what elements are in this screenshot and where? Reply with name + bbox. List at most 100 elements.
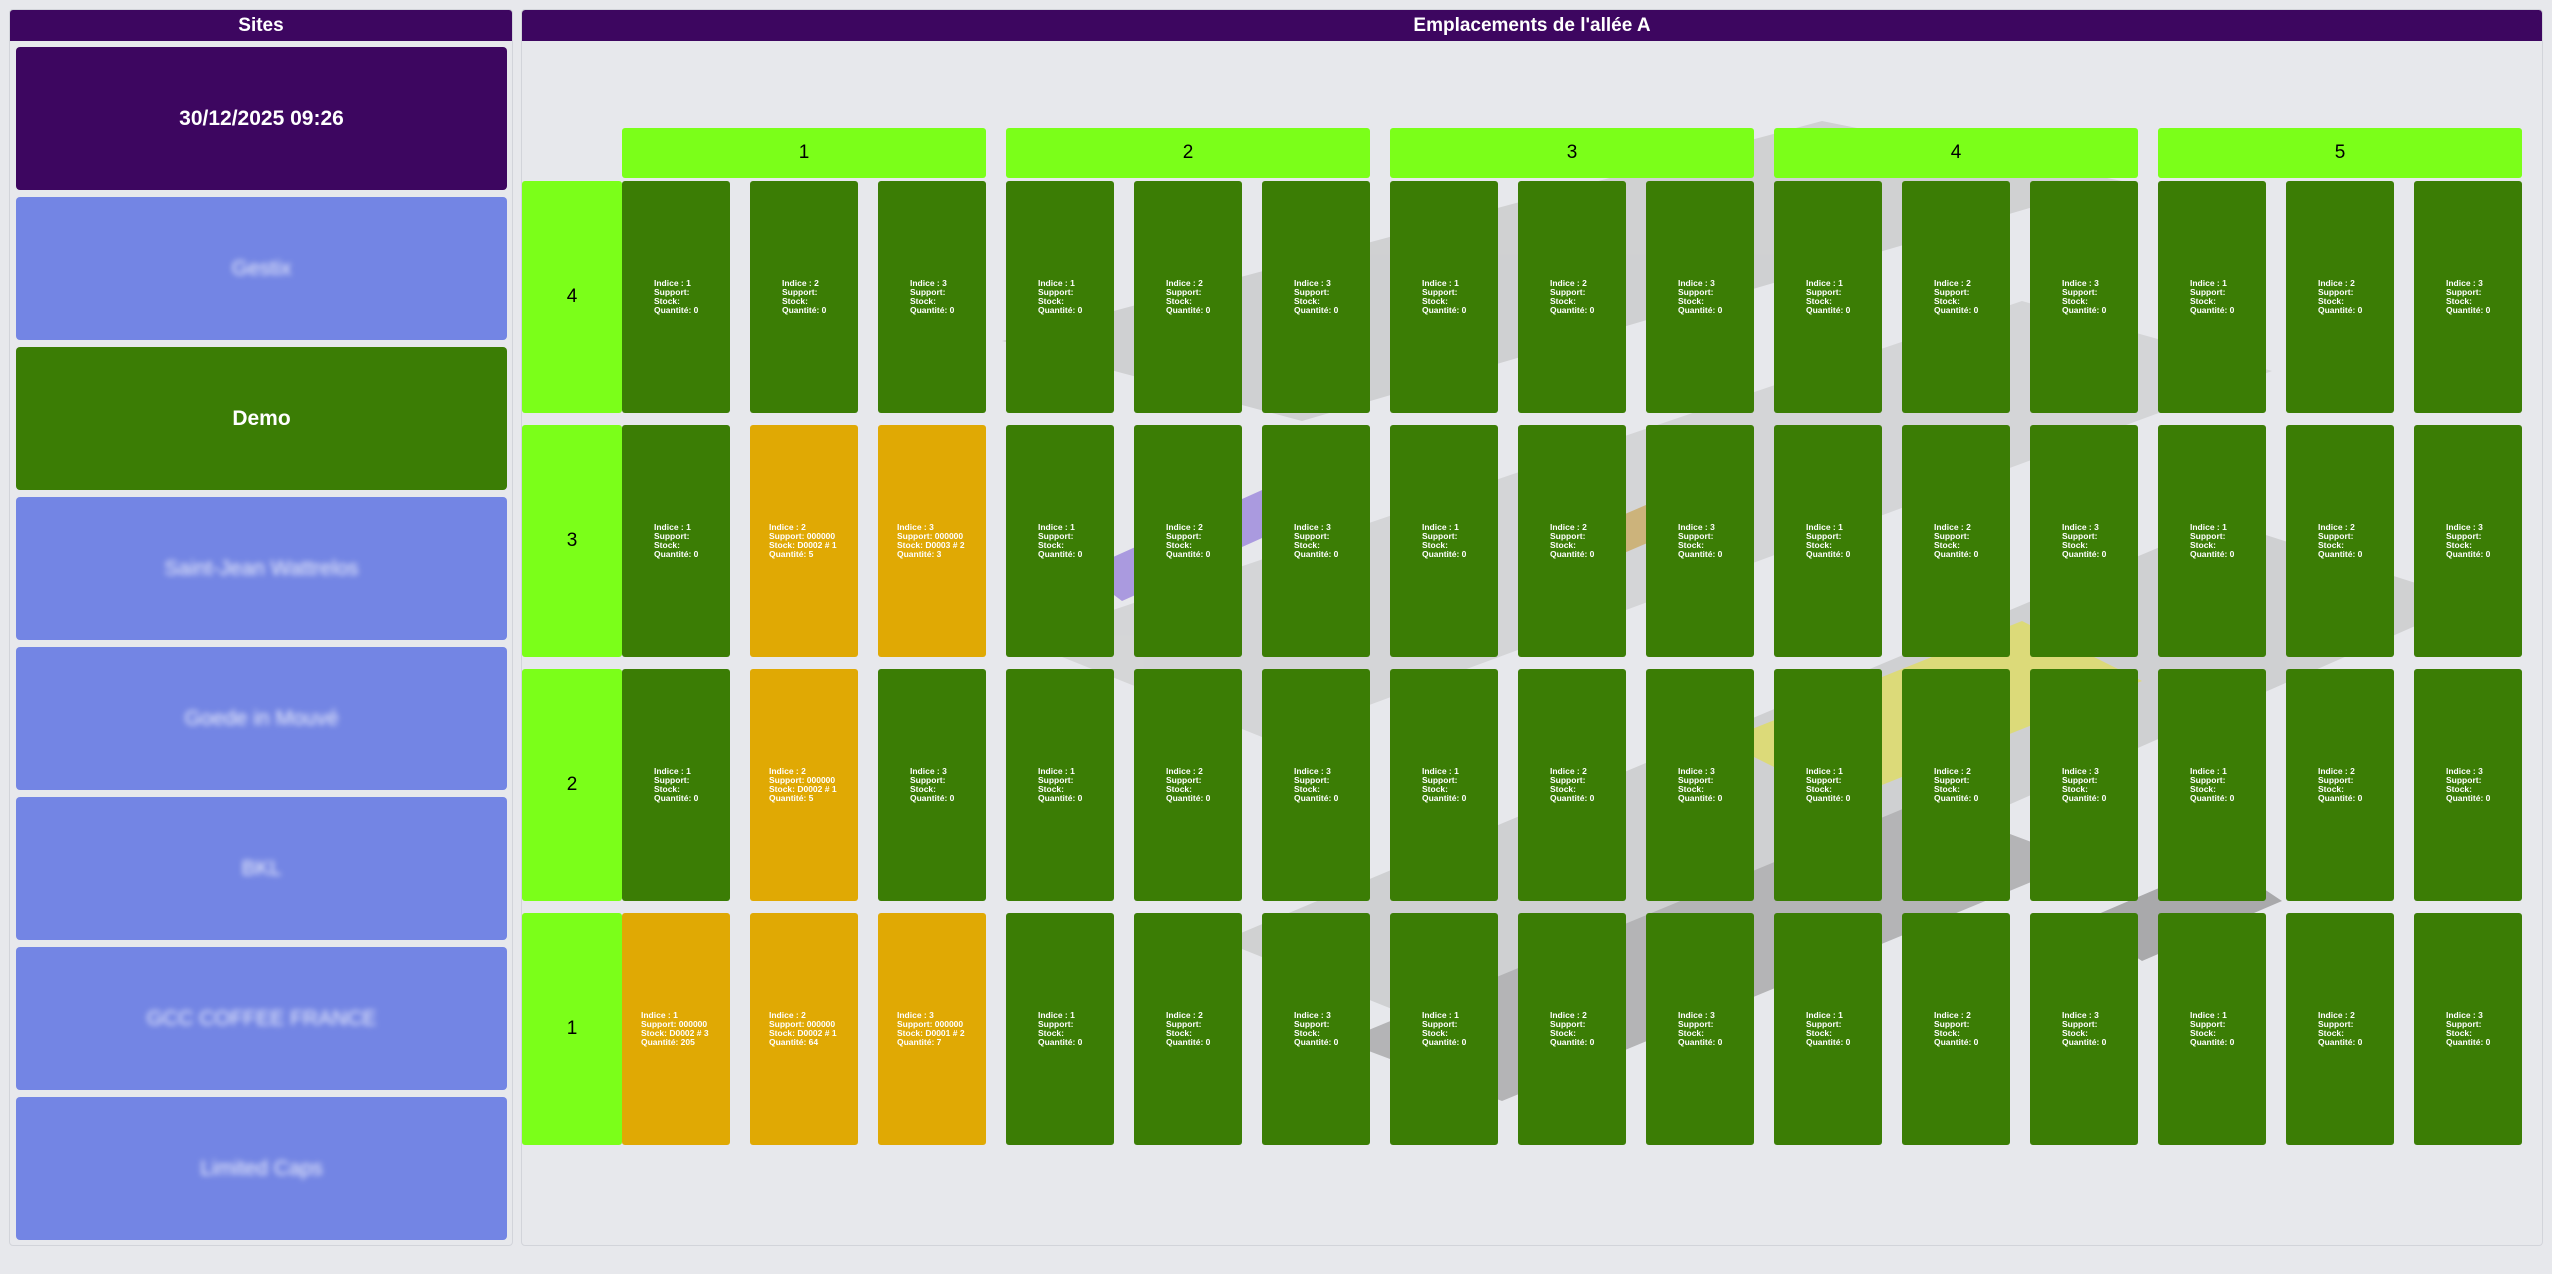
cell-index: Indice : 2 bbox=[1934, 766, 1971, 776]
location-cell[interactable]: Indice : 2 Support: Stock: Quantité: 0 bbox=[2286, 913, 2394, 1145]
location-cell[interactable]: Indice : 1 Support: Stock: Quantité: 0 bbox=[1390, 181, 1498, 413]
cell-support: Support: bbox=[2190, 775, 2226, 785]
location-cell[interactable]: Indice : 3 Support: Stock: Quantité: 0 bbox=[878, 181, 986, 413]
location-cell[interactable]: Indice : 3 Support: Stock: Quantité: 0 bbox=[2030, 913, 2138, 1145]
location-cell[interactable]: Indice : 2 Support: 000000 Stock: D0002 # … bbox=[750, 913, 858, 1145]
location-cell[interactable]: Indice : 2 Support: Stock: Quantité: 0 bbox=[1902, 669, 2010, 901]
location-cell[interactable]: Indice : 1 Support: 000000 Stock: D0002 # … bbox=[622, 913, 730, 1145]
location-cell[interactable]: Indice : 3 Support: Stock: Quantité: 0 bbox=[1646, 425, 1754, 657]
location-cell[interactable]: Indice : 2 Support: Stock: Quantité: 0 bbox=[1518, 913, 1626, 1145]
cell-support: Support: bbox=[1806, 1019, 1842, 1029]
location-cell[interactable]: Indice : 2 Support: Stock: Quantité: 0 bbox=[750, 181, 858, 413]
location-cell[interactable]: Indice : 2 Support: Stock: Quantité: 0 bbox=[1518, 669, 1626, 901]
cell-index: Indice : 1 bbox=[1806, 522, 1843, 532]
cell-support: Support: bbox=[654, 287, 690, 297]
column-header: 1 bbox=[622, 128, 986, 178]
cell-quantity: Quantité: 0 bbox=[2062, 1037, 2107, 1047]
location-cell[interactable]: Indice : 3 Support: Stock: Quantité: 0 bbox=[878, 669, 986, 901]
location-cell[interactable]: Indice : 1 Support: Stock: Quantité: 0 bbox=[1774, 913, 1882, 1145]
site-tile[interactable]: Gestix bbox=[16, 197, 507, 340]
location-cell[interactable]: Indice : 3 Support: 000000 Stock: D0003 # … bbox=[878, 425, 986, 657]
cell-support: Support: bbox=[1678, 287, 1714, 297]
location-cell[interactable]: Indice : 2 Support: Stock: Quantité: 0 bbox=[2286, 181, 2394, 413]
cell-quantity: Quantité: 0 bbox=[1550, 793, 1595, 803]
location-cell[interactable]: Indice : 3 Support: Stock: Quantité: 0 bbox=[2414, 913, 2522, 1145]
cell-index: Indice : 1 bbox=[2190, 522, 2227, 532]
location-cell[interactable]: Indice : 2 Support: 000000 Stock: D0002 # … bbox=[750, 669, 858, 901]
location-cell[interactable]: Indice : 1 Support: Stock: Quantité: 0 bbox=[622, 181, 730, 413]
cell-quantity: Quantité: 0 bbox=[2446, 305, 2491, 315]
location-cell[interactable]: Indice : 1 Support: Stock: Quantité: 0 bbox=[1006, 425, 1114, 657]
cell-stock: Stock: bbox=[1038, 1028, 1064, 1038]
cell-stock: Stock: bbox=[2062, 296, 2088, 306]
location-cell[interactable]: Indice : 3 Support: Stock: Quantité: 0 bbox=[1262, 913, 1370, 1145]
cell-support: Support: 000000 bbox=[897, 1019, 964, 1029]
cell-index: Indice : 3 bbox=[2062, 278, 2099, 288]
location-cell[interactable]: Indice : 1 Support: Stock: Quantité: 0 bbox=[1006, 913, 1114, 1145]
site-tile[interactable]: BKL bbox=[16, 797, 507, 940]
cell-stock: Stock: bbox=[654, 296, 680, 306]
cell-stock: Stock: D0002 # 1 bbox=[769, 540, 837, 550]
cell-quantity: Quantité: 0 bbox=[1806, 793, 1851, 803]
location-cell[interactable]: Indice : 1 Support: Stock: Quantité: 0 bbox=[2158, 669, 2266, 901]
location-cell[interactable]: Indice : 1 Support: Stock: Quantité: 0 bbox=[2158, 181, 2266, 413]
location-cell[interactable]: Indice : 2 Support: Stock: Quantité: 0 bbox=[2286, 669, 2394, 901]
cell-quantity: Quantité: 0 bbox=[2446, 549, 2491, 559]
location-cell[interactable]: Indice : 2 Support: Stock: Quantité: 0 bbox=[1134, 913, 1242, 1145]
location-cell[interactable]: Indice : 2 Support: Stock: Quantité: 0 bbox=[1134, 669, 1242, 901]
column-header: 2 bbox=[1006, 128, 1370, 178]
cell-stock: Stock: bbox=[2190, 296, 2216, 306]
site-tile[interactable]: GCC COFFEE FRANCE bbox=[16, 947, 507, 1090]
location-cell[interactable]: Indice : 2 Support: 000000 Stock: D0002 # … bbox=[750, 425, 858, 657]
location-cell[interactable]: Indice : 2 Support: Stock: Quantité: 0 bbox=[1134, 425, 1242, 657]
site-tile[interactable]: Limited Caps bbox=[16, 1097, 507, 1240]
cell-support: Support: bbox=[1422, 775, 1458, 785]
location-cell[interactable]: Indice : 2 Support: Stock: Quantité: 0 bbox=[1134, 181, 1242, 413]
site-tile[interactable]: Demo bbox=[16, 347, 507, 490]
location-cell[interactable]: Indice : 2 Support: Stock: Quantité: 0 bbox=[1518, 425, 1626, 657]
cell-quantity: Quantité: 0 bbox=[1678, 305, 1723, 315]
site-tile[interactable]: Goede in Mouvé bbox=[16, 647, 507, 790]
location-cell[interactable]: Indice : 2 Support: Stock: Quantité: 0 bbox=[1902, 181, 2010, 413]
location-cell[interactable]: Indice : 1 Support: Stock: Quantité: 0 bbox=[1390, 425, 1498, 657]
location-cell[interactable]: Indice : 3 Support: Stock: Quantité: 0 bbox=[2030, 425, 2138, 657]
location-cell[interactable]: Indice : 3 Support: Stock: Quantité: 0 bbox=[1262, 425, 1370, 657]
location-cell[interactable]: Indice : 3 Support: Stock: Quantité: 0 bbox=[1646, 913, 1754, 1145]
location-cell[interactable]: Indice : 1 Support: Stock: Quantité: 0 bbox=[622, 425, 730, 657]
location-cell[interactable]: Indice : 1 Support: Stock: Quantité: 0 bbox=[1774, 669, 1882, 901]
location-cell[interactable]: Indice : 2 Support: Stock: Quantité: 0 bbox=[1902, 913, 2010, 1145]
location-cell[interactable]: Indice : 3 Support: Stock: Quantité: 0 bbox=[1262, 669, 1370, 901]
cell-support: Support: bbox=[2318, 1019, 2354, 1029]
location-cell[interactable]: Indice : 3 Support: Stock: Quantité: 0 bbox=[1646, 669, 1754, 901]
cell-index: Indice : 1 bbox=[1038, 522, 1075, 532]
cell-index: Indice : 2 bbox=[1550, 522, 1587, 532]
cell-index: Indice : 2 bbox=[769, 522, 806, 532]
location-cell[interactable]: Indice : 1 Support: Stock: Quantité: 0 bbox=[622, 669, 730, 901]
cell-index: Indice : 3 bbox=[1678, 1010, 1715, 1020]
location-cell[interactable]: Indice : 1 Support: Stock: Quantité: 0 bbox=[1006, 669, 1114, 901]
location-cell[interactable]: Indice : 1 Support: Stock: Quantité: 0 bbox=[1006, 181, 1114, 413]
location-cell[interactable]: Indice : 2 Support: Stock: Quantité: 0 bbox=[1518, 181, 1626, 413]
location-cell[interactable]: Indice : 1 Support: Stock: Quantité: 0 bbox=[1774, 425, 1882, 657]
cell-index: Indice : 2 bbox=[782, 278, 819, 288]
location-cell[interactable]: Indice : 1 Support: Stock: Quantité: 0 bbox=[1390, 913, 1498, 1145]
location-cell[interactable]: Indice : 3 Support: Stock: Quantité: 0 bbox=[1646, 181, 1754, 413]
location-cell[interactable]: Indice : 3 Support: Stock: Quantité: 0 bbox=[2414, 669, 2522, 901]
location-cell[interactable]: Indice : 3 Support: Stock: Quantité: 0 bbox=[1262, 181, 1370, 413]
location-cell[interactable]: Indice : 1 Support: Stock: Quantité: 0 bbox=[2158, 425, 2266, 657]
location-cell[interactable]: Indice : 3 Support: 000000 Stock: D0001 # … bbox=[878, 913, 986, 1145]
location-cell[interactable]: Indice : 3 Support: Stock: Quantité: 0 bbox=[2414, 425, 2522, 657]
cell-quantity: Quantité: 5 bbox=[769, 793, 814, 803]
cell-stock: Stock: bbox=[1806, 540, 1832, 550]
location-cell[interactable]: Indice : 1 Support: Stock: Quantité: 0 bbox=[1390, 669, 1498, 901]
cell-support: Support: bbox=[1806, 287, 1842, 297]
location-cell[interactable]: Indice : 3 Support: Stock: Quantité: 0 bbox=[2030, 181, 2138, 413]
location-cell[interactable]: Indice : 2 Support: Stock: Quantité: 0 bbox=[1902, 425, 2010, 657]
location-cell[interactable]: Indice : 2 Support: Stock: Quantité: 0 bbox=[2286, 425, 2394, 657]
site-tile[interactable]: Saint-Jean Wattrelos bbox=[16, 497, 507, 640]
location-cell[interactable]: Indice : 1 Support: Stock: Quantité: 0 bbox=[1774, 181, 1882, 413]
location-cell[interactable]: Indice : 3 Support: Stock: Quantité: 0 bbox=[2414, 181, 2522, 413]
location-cell[interactable]: Indice : 1 Support: Stock: Quantité: 0 bbox=[2158, 913, 2266, 1145]
cell-index: Indice : 3 bbox=[2446, 766, 2483, 776]
location-cell[interactable]: Indice : 3 Support: Stock: Quantité: 0 bbox=[2030, 669, 2138, 901]
